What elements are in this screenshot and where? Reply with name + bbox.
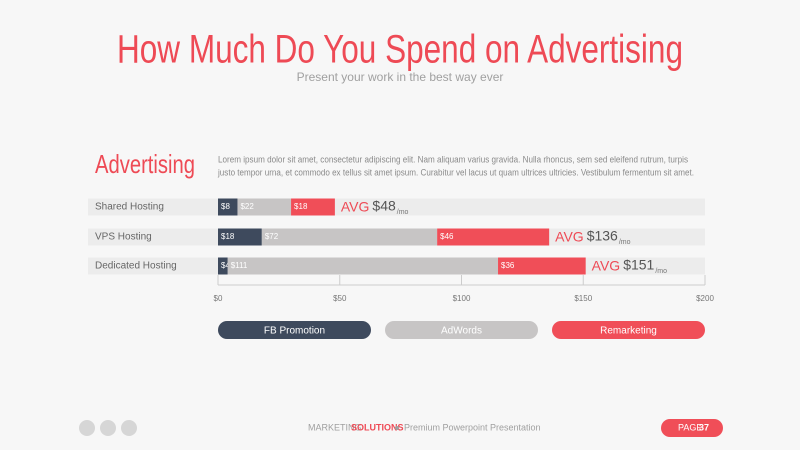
footer-brand-highlight: SOLUTIONS — [351, 422, 404, 432]
section-heading: Advertising — [95, 149, 195, 179]
x-tick-label: $100 — [453, 294, 471, 303]
footer-dot — [395, 426, 399, 430]
avg-label: AVG — [555, 229, 584, 245]
bar-segment — [437, 228, 550, 246]
footer-text: Premium Powerpoint Presentation — [404, 422, 541, 432]
title: How Much Do You Spend on Advertising — [117, 28, 683, 72]
legend-label: FB Promotion — [264, 326, 325, 337]
bar-segment — [237, 198, 292, 216]
category-label: Shared Hosting — [95, 202, 164, 213]
value-label: $4 — [221, 261, 230, 270]
google-icon[interactable] — [121, 420, 137, 436]
value-label: $36 — [501, 261, 515, 270]
legend-button[interactable] — [385, 321, 538, 339]
bar-segment — [498, 257, 586, 275]
avg-unit: /mo — [619, 239, 631, 246]
x-tick-label: $50 — [333, 294, 347, 303]
x-tick-label: $0 — [214, 294, 223, 303]
avg-label: AVG — [341, 199, 370, 215]
value-label: $8 — [221, 202, 230, 211]
bar-segment — [218, 198, 238, 216]
legend-button[interactable] — [552, 321, 705, 339]
facebook-icon[interactable] — [79, 420, 95, 436]
avg-value: $48 — [372, 198, 396, 214]
bar-segment — [218, 228, 262, 246]
category-label: Dedicated Hosting — [95, 261, 177, 272]
bar-segment — [227, 257, 499, 275]
footer-brand: MARKETING — [308, 422, 362, 432]
value-label: $72 — [265, 232, 279, 241]
avg-unit: /mo — [397, 209, 409, 216]
body-text: justo tempor urna, et commodo ex tellus … — [217, 167, 694, 177]
twitter-icon[interactable] — [100, 420, 116, 436]
bar-segment — [218, 257, 228, 275]
page-number: 37 — [699, 422, 709, 432]
social-icons — [79, 420, 137, 436]
subtitle: Present your work in the best way ever — [297, 70, 504, 84]
legend-button[interactable] — [218, 321, 371, 339]
legend-label: Remarketing — [600, 326, 657, 337]
x-tick-label: $150 — [574, 294, 592, 303]
avg-label: AVG — [592, 258, 621, 274]
avg-value: $136 — [587, 228, 618, 244]
value-label: $18 — [221, 232, 235, 241]
avg-unit: /mo — [655, 268, 667, 275]
value-label: $46 — [440, 232, 454, 241]
value-label: $18 — [294, 202, 308, 211]
avg-value: $151 — [623, 257, 654, 273]
bar-segment — [261, 228, 438, 246]
body-text: Lorem ipsum dolor sit amet, consectetur … — [218, 154, 688, 164]
value-label: $22 — [240, 202, 254, 211]
page-badge — [661, 419, 723, 437]
bar-segment — [291, 198, 335, 216]
legend-label: AdWords — [441, 326, 482, 337]
x-tick-label: $200 — [696, 294, 714, 303]
category-label: VPS Hosting — [95, 232, 152, 243]
value-label: $111 — [231, 261, 248, 270]
page-label: PAGE — [678, 422, 702, 432]
